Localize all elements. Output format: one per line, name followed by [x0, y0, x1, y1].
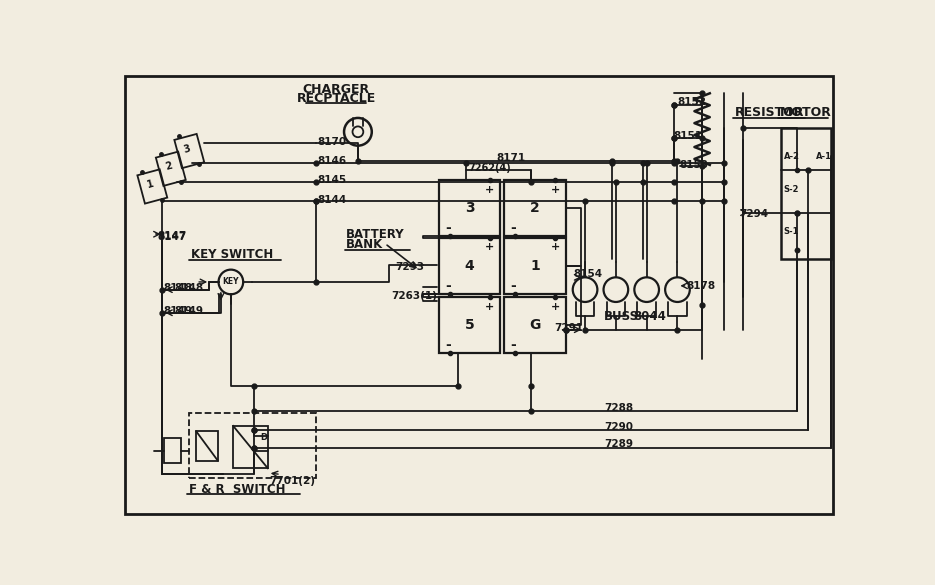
Text: BANK: BANK: [346, 239, 383, 252]
Text: 7288: 7288: [604, 403, 633, 413]
Text: 7293: 7293: [395, 261, 424, 271]
Text: +: +: [485, 302, 495, 312]
Text: 8149: 8149: [175, 306, 204, 316]
Text: 1: 1: [530, 259, 539, 273]
Bar: [504, 238, 566, 294]
Text: KEY: KEY: [223, 277, 239, 287]
Text: 8171: 8171: [496, 153, 525, 163]
Bar: [439, 180, 500, 236]
Text: -: -: [511, 338, 516, 352]
Text: A-2: A-2: [784, 152, 799, 161]
Text: BUSS: BUSS: [604, 310, 640, 323]
Text: G: G: [529, 318, 540, 332]
Text: 3: 3: [465, 201, 474, 215]
Text: 8144: 8144: [318, 195, 347, 205]
Text: 8151: 8151: [673, 130, 702, 140]
Text: 3: 3: [182, 143, 192, 154]
Text: 8170: 8170: [318, 137, 347, 147]
Text: 8148: 8148: [163, 283, 193, 293]
Text: BATTERY: BATTERY: [346, 228, 405, 240]
Text: 7263(1): 7263(1): [391, 291, 437, 301]
Text: RECPTACLE: RECPTACLE: [296, 92, 376, 105]
Text: D: D: [261, 433, 267, 442]
Text: 1: 1: [146, 178, 154, 190]
Text: 8154: 8154: [573, 269, 603, 279]
Text: 8149: 8149: [163, 306, 192, 316]
Bar: [174, 134, 204, 168]
Bar: [439, 238, 500, 294]
Text: 7701(2): 7701(2): [269, 476, 315, 486]
Bar: [439, 297, 500, 353]
Text: 8153: 8153: [680, 160, 709, 170]
Text: 7291: 7291: [554, 323, 583, 333]
Bar: [233, 426, 267, 468]
Text: 5: 5: [465, 318, 474, 332]
Text: 8178: 8178: [686, 281, 716, 291]
Text: MOTOR: MOTOR: [780, 106, 832, 119]
Text: 2: 2: [164, 161, 173, 172]
Text: +: +: [551, 302, 560, 312]
Text: 4: 4: [465, 259, 474, 273]
Text: -: -: [511, 279, 516, 293]
Text: 8145: 8145: [318, 176, 347, 185]
Bar: [189, 413, 316, 479]
Bar: [156, 152, 186, 186]
Text: 8148: 8148: [175, 283, 204, 293]
Text: -: -: [445, 279, 451, 293]
Text: 7262(4): 7262(4): [468, 163, 511, 173]
Text: 7289: 7289: [604, 439, 633, 449]
Text: -: -: [445, 221, 451, 235]
Text: RESISTOR: RESISTOR: [735, 106, 805, 119]
Text: 8152: 8152: [678, 97, 707, 107]
Text: 7294: 7294: [739, 209, 769, 219]
Text: 2: 2: [530, 201, 539, 215]
Text: S-1: S-1: [784, 228, 799, 236]
Text: 8044: 8044: [634, 310, 667, 323]
Text: CHARGER: CHARGER: [303, 83, 370, 96]
Text: +: +: [551, 242, 560, 252]
Text: +: +: [485, 184, 495, 195]
Bar: [164, 438, 180, 463]
Text: A-1: A-1: [816, 152, 832, 161]
Text: 8147: 8147: [158, 230, 187, 241]
Text: +: +: [485, 242, 495, 252]
Text: +: +: [551, 184, 560, 195]
Text: KEY SWITCH: KEY SWITCH: [191, 249, 273, 261]
Text: 8147: 8147: [158, 232, 187, 242]
Text: 8146: 8146: [318, 156, 347, 166]
Bar: [504, 297, 566, 353]
Text: S-2: S-2: [784, 185, 799, 194]
Text: -: -: [511, 221, 516, 235]
Text: 7290: 7290: [604, 422, 633, 432]
Bar: [137, 169, 167, 204]
Bar: [196, 431, 218, 460]
Bar: [504, 180, 566, 236]
Text: F & R  SWITCH: F & R SWITCH: [189, 483, 285, 496]
Bar: [782, 128, 831, 259]
Text: -: -: [445, 338, 451, 352]
